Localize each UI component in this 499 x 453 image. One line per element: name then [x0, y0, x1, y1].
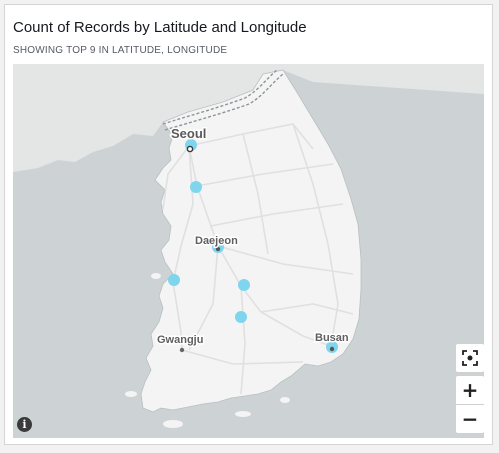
city-label-daejeon: Daejeon — [195, 235, 238, 247]
zoom-out-button[interactable]: − — [455, 404, 484, 434]
visual-subtitle: SHOWING TOP 9 IN LATITUDE, LONGITUDE — [13, 45, 228, 56]
city-label-gwangju: Gwangju — [157, 334, 203, 346]
city-dot-busan — [329, 346, 335, 352]
island — [163, 420, 183, 428]
marker-gyeonggi[interactable] — [190, 181, 202, 193]
info-icon[interactable]: i — [17, 417, 32, 432]
south-land — [140, 69, 362, 413]
island — [125, 391, 137, 397]
fit-bounds-button[interactable] — [455, 343, 484, 373]
city-label-seoul: Seoul — [171, 126, 206, 141]
map-canvas[interactable]: Seoul Daejeon Gwangju Busan + − i — [13, 64, 484, 438]
visual-title: Count of Records by Latitude and Longitu… — [13, 19, 307, 36]
marker-south-central[interactable] — [235, 311, 247, 323]
island — [280, 397, 290, 403]
info-icon-glyph: i — [22, 418, 27, 431]
dmz-border — [162, 69, 278, 125]
road-network — [162, 123, 354, 395]
map-visual-card: Count of Records by Latitude and Longitu… — [4, 4, 493, 445]
north-land — [13, 64, 484, 172]
zoom-out-icon: − — [461, 407, 479, 431]
zoom-in-button[interactable]: + — [455, 375, 484, 405]
city-dot-gwangju — [179, 347, 185, 353]
fit-bounds-icon — [462, 350, 478, 366]
city-dot-daejeon — [215, 246, 221, 252]
map-svg: Seoul Daejeon Gwangju Busan — [13, 64, 484, 438]
dmz-border — [164, 73, 284, 131]
marker-west-coast[interactable] — [168, 274, 180, 286]
marker-central[interactable] — [238, 279, 250, 291]
zoom-in-icon: + — [461, 378, 479, 402]
city-dot-seoul — [186, 145, 194, 153]
island — [235, 411, 251, 417]
city-label-busan: Busan — [315, 332, 349, 344]
island — [151, 273, 161, 279]
